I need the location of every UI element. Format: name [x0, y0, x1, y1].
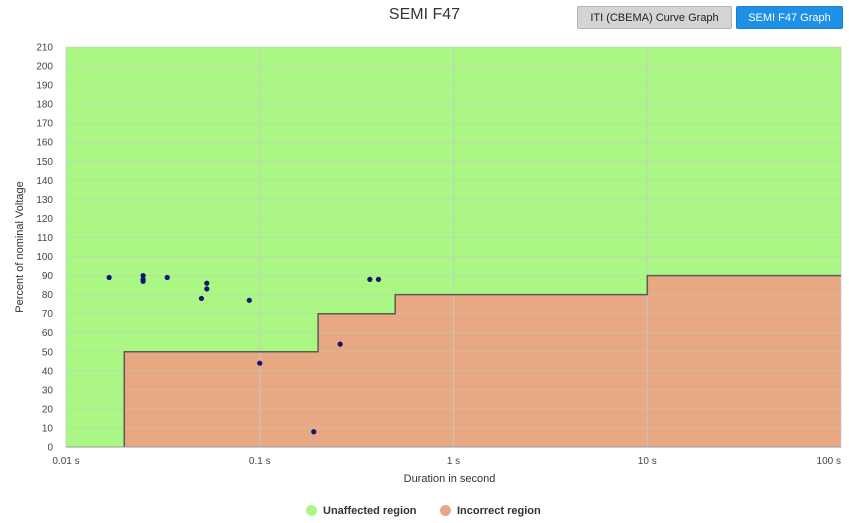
legend-swatch-incorrect	[440, 505, 451, 516]
x-axis-title: Duration in second	[404, 473, 496, 485]
chart-title: SEMI F47	[388, 6, 461, 23]
data-point	[106, 274, 112, 281]
y-tick-label: 170	[36, 119, 53, 130]
data-point	[337, 341, 343, 347]
x-tick-label: 100 s	[817, 456, 841, 467]
iti-curve-graph-button[interactable]: ITI (CBEMA) Curve Graph	[577, 6, 732, 29]
x-tick-label: 0.01 s	[52, 456, 79, 467]
semi-f47-graph-button[interactable]: SEMI F47 Graph	[736, 6, 843, 29]
data-point	[375, 276, 382, 282]
data-point	[367, 276, 373, 282]
data-point	[311, 429, 317, 435]
legend-item-unaffected[interactable]: Unaffected region	[306, 505, 417, 517]
y-tick-label: 10	[42, 423, 54, 434]
y-tick-label: 70	[42, 309, 54, 320]
data-point	[140, 272, 146, 279]
legend-label-unaffected: Unaffected region	[323, 505, 417, 517]
semi-f47-chart: 0 10 20 30 40 50 60 70 80 90 100 110 120 130 140 150 160…	[14, 43, 842, 485]
data-point	[204, 280, 210, 286]
x-tick-label: 10 s	[638, 456, 657, 467]
y-tick-label: 110	[37, 233, 53, 244]
y-tick-label: 60	[42, 328, 54, 339]
legend-swatch-unaffected	[306, 505, 317, 516]
y-tick-label: 30	[42, 385, 54, 396]
y-tick-label: 0	[47, 443, 53, 454]
data-point	[246, 297, 252, 303]
y-tick-label: 210	[36, 43, 53, 54]
semi-f47-boundary-line	[123, 274, 841, 447]
incorrect-region	[124, 275, 842, 447]
y-tick-label: 90	[42, 271, 54, 282]
data-point	[257, 360, 263, 366]
y-tick-label: 180	[36, 100, 53, 111]
y-tick-label: 120	[36, 214, 53, 225]
data-point	[140, 278, 146, 284]
y-tick-label: 80	[42, 290, 54, 301]
legend-item-incorrect[interactable]: Incorrect region	[440, 505, 541, 517]
y-tick-label: 140	[36, 176, 53, 187]
y-tick-label: 160	[36, 138, 53, 149]
x-tick-label: 1 s	[447, 456, 460, 467]
y-tick-label: 190	[36, 81, 53, 92]
y-tick-label: 200	[36, 62, 53, 73]
x-tick-label: 0.1 s	[249, 456, 271, 467]
y-tick-label: 130	[36, 195, 53, 206]
y-tick-label: 50	[42, 347, 54, 358]
y-tick-label: 20	[42, 404, 54, 415]
y-axis-title: Percent of nominal Voltage	[14, 181, 26, 312]
y-tick-label: 40	[42, 366, 54, 377]
data-point	[204, 286, 210, 292]
legend-label-incorrect: Incorrect region	[457, 505, 541, 517]
data-point	[164, 274, 170, 281]
data-point	[198, 295, 205, 302]
y-tick-label: 100	[36, 252, 53, 263]
y-tick-label: 150	[36, 157, 53, 168]
